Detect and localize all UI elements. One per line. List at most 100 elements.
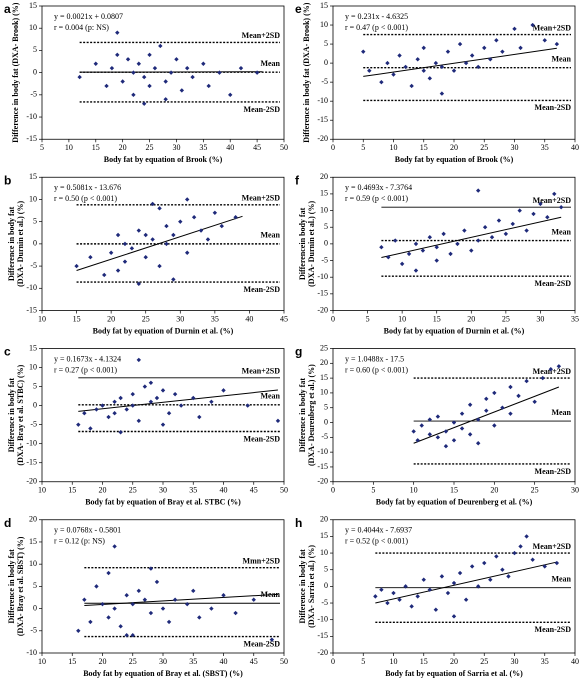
data-point [219, 223, 224, 229]
data-point [157, 263, 162, 269]
x-tick-label: 5 [371, 486, 375, 495]
data-point [172, 597, 178, 602]
x-tick-label: 15 [450, 486, 458, 495]
x-tick-label: 30 [172, 143, 180, 152]
data-point [88, 619, 93, 625]
x-tick-label: 35 [189, 657, 197, 666]
reference-label: Mean [551, 408, 571, 417]
y-tick-label: -20 [26, 477, 37, 486]
data-point [518, 45, 523, 51]
data-point [275, 418, 281, 424]
data-point [500, 567, 505, 572]
data-point [122, 241, 128, 247]
correlation: r = 0.27 (p < 0.001) [54, 365, 117, 374]
x-tick-label: 45 [250, 486, 258, 495]
equation: y = 0.4044x - 7.6937 [345, 526, 412, 535]
x-tick-label: 20 [119, 143, 127, 152]
data-point [154, 395, 160, 401]
y-axis-label: (DXA- Durnin et al.) (%) [16, 201, 25, 287]
data-point [434, 245, 439, 250]
data-point [545, 215, 550, 220]
data-point [112, 399, 117, 404]
data-point [459, 411, 465, 416]
y-tick-label: 10 [29, 362, 37, 371]
data-point [102, 272, 107, 278]
data-point [233, 610, 238, 616]
x-tick-label: 0 [331, 486, 335, 495]
data-point [433, 607, 439, 612]
x-tick-label: 30 [536, 314, 544, 323]
data-point [379, 587, 384, 592]
data-point [476, 64, 481, 70]
x-tick-label: 30 [511, 657, 519, 666]
data-point [77, 74, 82, 80]
x-tick-label: 40 [220, 657, 228, 666]
reference-label: Mmn+2SD [243, 557, 281, 566]
x-tick-label: 30 [159, 657, 167, 666]
x-tick-label: 10 [38, 486, 46, 495]
data-point [112, 544, 117, 549]
equation: y = 0.0768x - 0.5801 [54, 526, 121, 535]
y-tick-label: 0 [33, 67, 37, 76]
panel-letter: c [4, 345, 11, 359]
data-point [439, 91, 445, 96]
data-point [508, 384, 513, 390]
data-point [74, 263, 79, 269]
data-point [421, 577, 426, 582]
y-tick-label: 10 [320, 388, 328, 397]
y-tick-label: 0 [33, 603, 37, 612]
data-point [531, 211, 536, 217]
data-point [427, 417, 432, 422]
data-point [130, 633, 135, 638]
data-point [421, 68, 426, 73]
data-point [524, 378, 529, 384]
y-axis-label: Difference in body fat (DXA- Brook) (%) [302, 2, 311, 142]
y-tick-label: 10 [29, 194, 37, 203]
y-axis-label: (DXA- Sarria et al.) (%) [307, 545, 316, 628]
x-tick-label: 30 [159, 486, 167, 495]
data-point [82, 411, 87, 416]
data-point [457, 570, 463, 576]
reference-label: Mean-2SD [535, 467, 572, 476]
y-tick-label: -10 [26, 283, 37, 292]
reference-label: Mean+2SD [533, 196, 572, 205]
data-point [136, 588, 141, 594]
y-tick-label: -5 [30, 261, 37, 270]
panel-letter: f [295, 173, 300, 187]
data-point [148, 566, 154, 571]
data-point [172, 391, 178, 397]
y-tick-label: -10 [26, 112, 37, 121]
x-tick-label: 15 [420, 657, 428, 666]
data-point [451, 68, 457, 73]
data-point [484, 396, 489, 402]
x-tick-label: 30 [176, 314, 184, 323]
data-point [373, 594, 378, 599]
panel-letter: e [295, 2, 302, 16]
data-point [517, 208, 522, 213]
data-point [397, 53, 402, 58]
correlation: r = 0.59 (p < 0.001) [345, 194, 408, 203]
data-point [160, 606, 166, 611]
x-axis-label: Body fat by equation of Sarria et al. (%… [385, 669, 523, 678]
data-point [269, 637, 275, 642]
data-point [174, 57, 179, 62]
data-point [93, 61, 98, 66]
data-point [254, 70, 260, 75]
y-tick-label: 0 [324, 581, 328, 590]
x-tick-label: 5 [361, 657, 365, 666]
data-point [100, 601, 105, 607]
data-point [462, 228, 467, 233]
y-tick-label: 25 [320, 343, 328, 352]
data-point [179, 88, 185, 93]
equation: y = 0.1673x - 4.1324 [54, 354, 121, 363]
y-tick-label: 5 [33, 45, 37, 54]
data-point [164, 223, 169, 229]
data-point [115, 30, 120, 35]
reference-label: Mean [551, 55, 571, 64]
data-point [209, 606, 214, 611]
y-tick-label: -15 [26, 458, 37, 467]
x-tick-label: 35 [211, 314, 219, 323]
data-point [506, 574, 511, 579]
data-point [108, 250, 114, 255]
